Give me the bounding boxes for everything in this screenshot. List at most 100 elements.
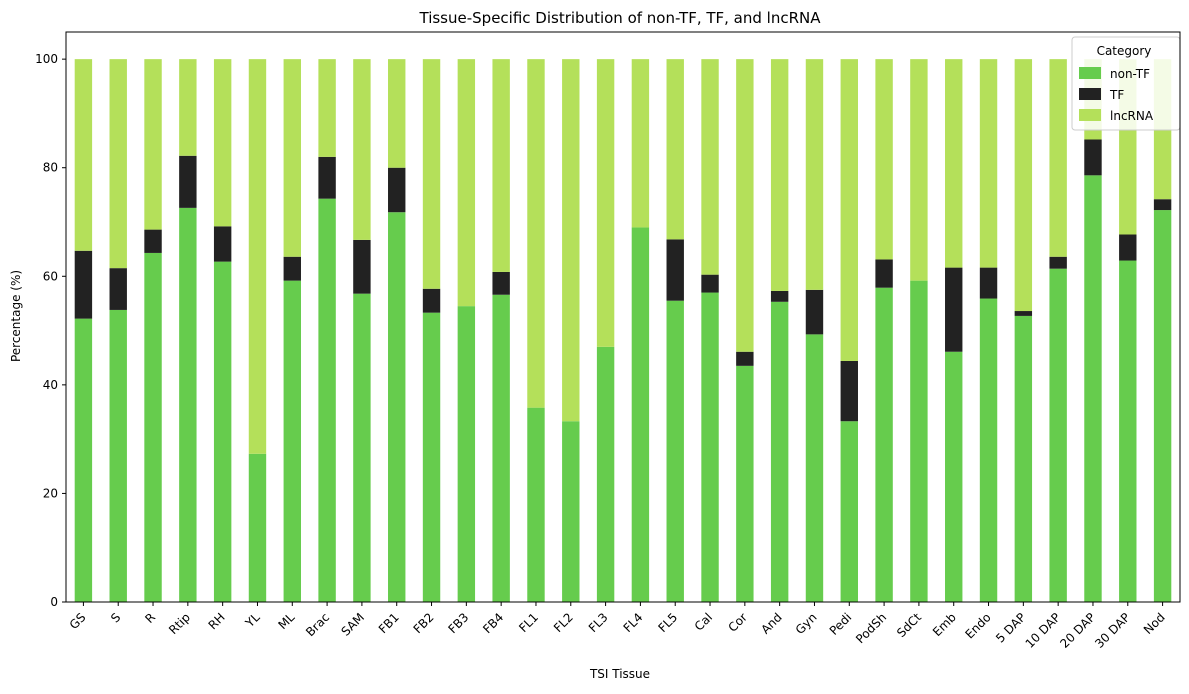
x-tick-label: YL [242,610,263,631]
bar-lncrna-5 [248,59,267,454]
bar-non-tf-20 [770,301,789,602]
bar-non-tf-12 [492,294,510,602]
bar-non-tf-21 [805,334,824,602]
x-tick-label: FL1 [516,610,541,635]
bar-non-tf-26 [979,298,998,602]
bar-non-tf-7 [318,198,336,602]
bar-lncrna-0 [74,59,93,251]
bar-lncrna-17 [666,59,684,240]
bar-non-tf-27 [1014,315,1033,602]
x-tick-label: And [758,610,784,636]
x-tick-label: Emb [930,610,959,639]
bar-tf-20 [770,290,789,302]
bar-tf-17 [666,239,684,301]
bar-non-tf-30 [1119,260,1137,602]
bar-lncrna-8 [353,59,371,240]
x-tick-label: FB3 [445,610,471,636]
bar-non-tf-18 [701,292,719,602]
bar-tf-1 [109,268,127,310]
bar-non-tf-0 [74,318,93,602]
bar-tf-30 [1119,234,1137,261]
bar-tf-19 [736,351,754,366]
x-tick-label: Cor [725,610,750,635]
bar-non-tf-28 [1049,268,1067,602]
bar-lncrna-7 [318,59,336,157]
bar-lncrna-13 [527,59,545,408]
bar-non-tf-3 [179,207,197,602]
bar-lncrna-15 [596,59,615,347]
x-tick-label: 20 DAP [1057,610,1098,651]
x-tick-label: 10 DAP [1023,610,1064,651]
bar-tf-4 [213,226,232,262]
bar-non-tf-8 [353,293,371,602]
legend-swatch-non-tf [1079,67,1101,79]
bars-group [74,59,1172,603]
bar-non-tf-10 [422,312,441,602]
bar-non-tf-19 [736,365,754,602]
bar-non-tf-25 [945,351,963,602]
legend-items: non-TF TF lncRNA [1079,67,1154,123]
bar-lncrna-10 [422,59,441,289]
bar-non-tf-2 [144,252,162,602]
x-tick-label: ML [275,610,297,632]
x-tick-label: Rtip [166,610,193,637]
bar-lncrna-16 [631,59,650,228]
bar-lncrna-28 [1049,59,1067,257]
x-tick-label: FL2 [551,610,576,635]
y-tick-label: 20 [43,486,58,500]
x-axis-label: TSI Tissue [589,667,650,681]
bar-lncrna-6 [283,59,301,257]
bar-lncrna-4 [213,59,232,227]
x-tick-label: FL4 [621,610,646,635]
x-tick-label: FB4 [480,610,506,636]
bar-non-tf-17 [666,300,684,602]
bar-lncrna-23 [875,59,893,260]
x-tick-label: SdCt [894,610,924,640]
bar-non-tf-9 [388,212,406,603]
y-tick-label: 100 [35,52,58,66]
bar-lncrna-18 [701,59,719,275]
bar-lncrna-1 [109,59,127,269]
x-tick-label: 30 DAP [1092,610,1133,651]
x-tick-label: Brac [303,610,332,639]
x-tick-label: FB1 [376,610,402,636]
bar-lncrna-26 [979,59,998,268]
legend-swatch-tf [1079,88,1101,100]
bar-tf-10 [422,288,441,313]
y-tick-label: 40 [43,378,58,392]
bar-tf-29 [1084,139,1102,176]
bar-tf-0 [74,250,93,319]
legend-title: Category [1097,44,1152,58]
bar-non-tf-24 [910,280,928,602]
x-tick-label: Gyn [793,610,820,637]
bar-tf-3 [179,155,197,208]
y-tick-label: 0 [50,595,58,609]
bar-non-tf-6 [283,280,301,602]
legend: Category non-TF TF lncRNA [1071,36,1181,131]
legend-label-non-tf: non-TF [1110,67,1150,81]
x-tick-label: FL3 [586,610,611,635]
bar-non-tf-23 [875,287,893,602]
y-axis-label: Percentage (%) [9,270,23,362]
x-tick-label: FL5 [655,610,680,635]
bar-lncrna-22 [840,59,858,361]
bar-lncrna-12 [492,59,510,272]
bar-tf-25 [945,267,963,352]
bar-lncrna-3 [179,59,197,156]
x-tick-label: R [142,610,158,626]
bar-tf-12 [492,271,510,295]
x-tick-label: Cal [692,610,715,633]
bar-lncrna-20 [770,59,789,291]
bar-lncrna-11 [457,59,476,307]
bar-lncrna-24 [910,59,928,281]
y-tick-label: 80 [43,161,58,175]
bar-tf-2 [144,229,162,253]
x-tick-label: RH [206,610,228,632]
legend-label-lncrna: lncRNA [1110,109,1154,123]
bar-tf-31 [1153,199,1172,211]
x-tick-label: S [108,610,123,625]
bar-non-tf-14 [562,421,580,602]
bar-non-tf-15 [596,346,615,602]
bar-tf-9 [388,167,406,213]
